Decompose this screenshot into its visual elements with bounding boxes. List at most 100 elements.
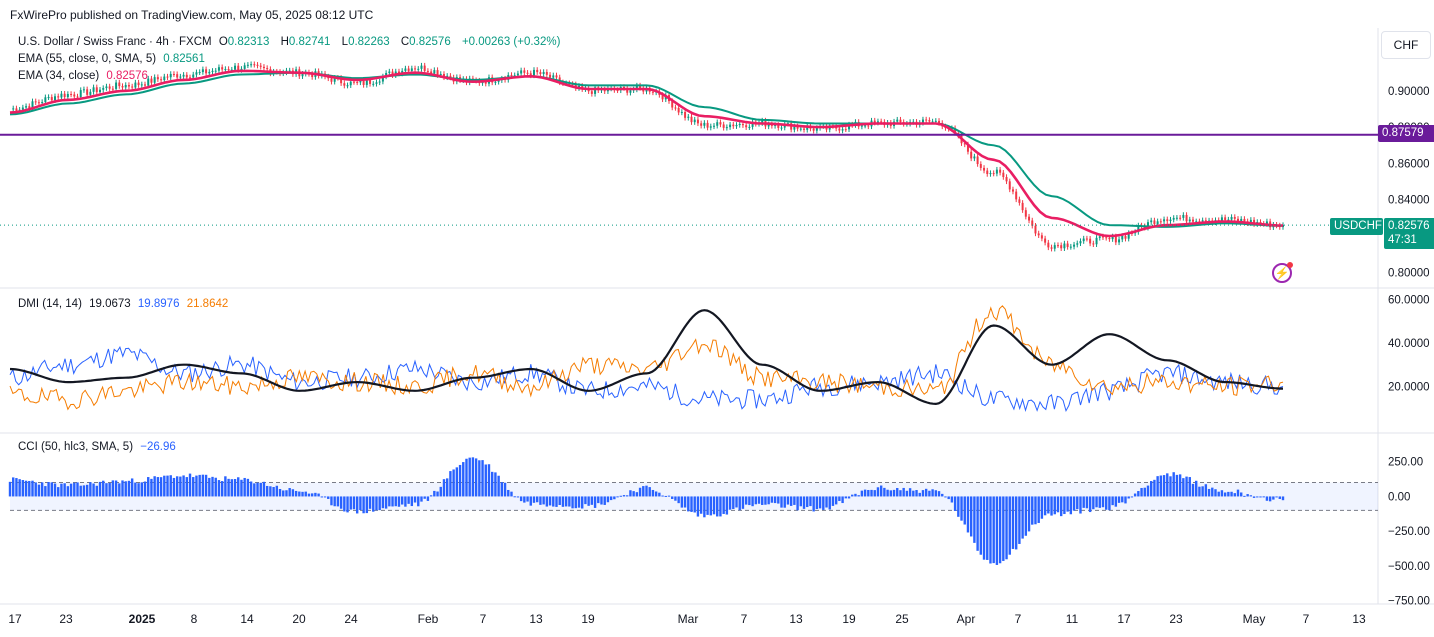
candle-body: [722, 124, 725, 128]
cci-bar: [355, 496, 359, 514]
candle-body: [221, 67, 224, 70]
cci-bar: [1111, 496, 1114, 506]
cci-bar: [442, 479, 446, 497]
candle-body: [725, 127, 728, 129]
cci-bar: [1056, 496, 1060, 513]
candle-body: [815, 127, 818, 131]
symbol-legend[interactable]: U.S. Dollar / Swiss Franc · 4h · FXCM O0…: [18, 36, 564, 48]
cci-bar: [57, 487, 60, 497]
time-tick-label: 7: [1303, 612, 1310, 626]
candle-body: [417, 68, 420, 70]
cci-bar: [143, 481, 147, 497]
cci-bar: [609, 496, 613, 501]
time-tick-label: Feb: [418, 612, 439, 626]
cci-bar: [1130, 496, 1134, 498]
cci-bar: [1031, 496, 1034, 525]
cci-bar: [947, 496, 950, 500]
cci-bar: [879, 485, 883, 497]
candle-body: [192, 74, 195, 78]
candle-body: [301, 73, 304, 77]
cci-bar: [622, 495, 626, 497]
cci-bar: [1034, 496, 1037, 525]
time-tick-label: 7: [1015, 612, 1022, 626]
candle-body: [185, 74, 188, 78]
cci-bar: [137, 483, 140, 497]
cci-bar: [490, 471, 494, 497]
candle-body: [343, 83, 346, 86]
cci-bar: [1246, 494, 1249, 497]
cci-bar: [153, 476, 156, 497]
cci-bar: [503, 482, 507, 497]
ema34-legend[interactable]: EMA (34, close) 0.82576: [18, 70, 152, 82]
cci-bar: [224, 476, 227, 497]
price-tick-label: 0.80000: [1388, 267, 1430, 279]
flash-alert-icon[interactable]: ⚡: [1272, 262, 1293, 283]
cci-bar: [1249, 495, 1253, 497]
candle-body: [513, 75, 516, 77]
cci-bar: [159, 477, 163, 497]
cci-bar: [796, 496, 799, 511]
candle-body: [741, 124, 744, 126]
candle-body: [15, 108, 18, 112]
cci-bar: [1233, 493, 1236, 497]
cci-bar: [82, 485, 86, 497]
price-change: +0.00263 (+0.32%): [461, 36, 561, 48]
cci-bar: [754, 496, 757, 505]
cci-bar: [256, 482, 259, 497]
cci-bar: [1201, 486, 1204, 497]
cci-bar: [886, 489, 889, 497]
cci-bar: [851, 494, 854, 497]
cci-bar: [365, 496, 369, 514]
cci-bar: [1079, 496, 1082, 514]
dmi-tick-label: 60.0000: [1388, 294, 1430, 306]
candle-body: [433, 70, 436, 74]
cci-bar: [458, 464, 462, 497]
cci-bar: [780, 496, 783, 508]
candle-body: [388, 71, 391, 73]
candle-body: [1092, 243, 1095, 245]
candle-body: [812, 128, 815, 131]
candle-body: [150, 78, 153, 83]
cci-tick-label: −750.00: [1388, 596, 1430, 608]
cci-bar: [1211, 487, 1214, 497]
candle-body: [391, 71, 394, 76]
cci-bar: [960, 496, 963, 521]
candle-body: [137, 82, 140, 86]
cci-bar: [108, 483, 111, 497]
cci-bar: [172, 477, 176, 497]
time-tick-label: 23: [1169, 612, 1183, 626]
cci-bar: [500, 482, 504, 497]
dmi-legend[interactable]: DMI (14, 14) 19.0673 19.8976 21.8642: [18, 298, 232, 310]
cci-bar: [1005, 496, 1008, 560]
cci-bar: [1027, 496, 1031, 532]
ema55-legend[interactable]: EMA (55, close, 0, SMA, 5) 0.82561: [18, 53, 209, 65]
cci-bar: [789, 496, 793, 506]
candle-body: [767, 124, 770, 127]
candle-body: [102, 88, 105, 90]
cci-bar: [876, 487, 880, 497]
cci-bar: [1182, 478, 1185, 497]
currency-button[interactable]: CHF: [1381, 31, 1431, 59]
candle-body: [57, 96, 60, 98]
cci-bar: [706, 496, 709, 515]
cci-bar: [298, 491, 301, 497]
candle-body: [86, 89, 89, 95]
cci-bar: [1063, 496, 1066, 515]
cci-bar: [825, 496, 828, 508]
cci-bar: [944, 496, 947, 498]
price-tick-label: 0.86000: [1388, 158, 1430, 170]
cci-bar: [597, 496, 600, 504]
cci-bar: [1252, 496, 1256, 498]
cci-bar: [314, 492, 317, 497]
cci-bar: [24, 480, 28, 497]
cci-bar: [584, 496, 587, 505]
cci-bar: [378, 496, 381, 511]
cci-bar: [1198, 486, 1201, 497]
candle-body: [50, 97, 53, 101]
candle-body: [713, 125, 716, 127]
cci-label: CCI (50, hlc3, SMA, 5): [18, 441, 134, 453]
cci-bar: [134, 482, 137, 497]
cci-legend[interactable]: CCI (50, hlc3, SMA, 5) −26.96: [18, 441, 180, 453]
cci-bar: [339, 496, 343, 509]
